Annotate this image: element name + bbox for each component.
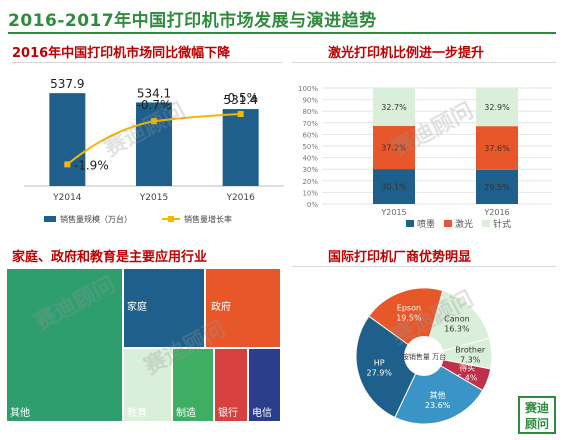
pie-name-label-3: 其他 bbox=[430, 390, 446, 400]
pie-name-label-2: 得实 bbox=[459, 362, 475, 372]
pie-center-label: 按销售量 万台 bbox=[402, 352, 446, 361]
legend-label-sales: 销售量规模（万台） bbox=[60, 214, 132, 224]
treemap-cell-home: 家庭 bbox=[123, 268, 205, 348]
pie-value-label-3: 23.6% bbox=[425, 401, 451, 410]
x-tick-label-y2016: Y2016 bbox=[225, 193, 255, 203]
legend-label-0: 喷墨 bbox=[417, 219, 435, 230]
growth-label-y2016: -0.5% bbox=[223, 91, 258, 105]
laser-panel-title: 激光打印机比例进一步提升 bbox=[328, 46, 485, 61]
bar-value-label-y2015: 534.1 bbox=[137, 86, 171, 100]
x-tick-label-y2016: Y2016 bbox=[483, 208, 509, 217]
y-tick-label-10: 100% bbox=[298, 85, 318, 93]
treemap-label-telecom: 电信 bbox=[252, 408, 272, 419]
vendors-panel-title: 国际打印机厂商优势明显 bbox=[328, 250, 472, 265]
pie-value-label-2: 5.4% bbox=[457, 373, 478, 382]
y-tick-label-1: 10% bbox=[302, 189, 318, 197]
segment-label-y2016-2: 32.9% bbox=[484, 103, 510, 112]
laser-panel-divider bbox=[292, 62, 556, 63]
y-tick-label-2: 20% bbox=[302, 178, 318, 186]
legend-swatch-2 bbox=[482, 220, 490, 227]
legend-swatch-1 bbox=[444, 220, 452, 227]
bar-value-label-y2014: 537.9 bbox=[50, 77, 84, 91]
legend-label-1: 激光 bbox=[455, 218, 473, 230]
bar-value-label-y2016: 531.4 bbox=[223, 93, 257, 107]
y-tick-label-8: 80% bbox=[302, 108, 318, 116]
treemap-label-other: 其他 bbox=[10, 408, 30, 419]
treemap-cell-education: 教育 bbox=[123, 348, 172, 422]
bar-y2015 bbox=[136, 102, 172, 186]
title-divider bbox=[8, 32, 556, 34]
y-tick-label-4: 40% bbox=[302, 155, 318, 163]
segment-label-y2015-2: 32.7% bbox=[381, 103, 407, 112]
brand-seal: 赛迪 顾问 bbox=[518, 396, 556, 434]
treemap-label-education: 教育 bbox=[127, 408, 147, 419]
segment-y2015-0 bbox=[373, 169, 415, 204]
pie-center-hole bbox=[404, 336, 444, 376]
pie-value-label-4: 27.9% bbox=[366, 368, 392, 377]
treemap-cell-government: 政府 bbox=[205, 268, 281, 348]
growth-label-y2014: -1.9% bbox=[74, 158, 109, 172]
segment-label-y2016-1: 37.6% bbox=[484, 144, 510, 153]
market-chart: 537.9 Y2014 534.1 Y2015 531.4 Y2016 -1.9% -0.7%… bbox=[24, 77, 284, 224]
legend-label-growth: 销售量增长率 bbox=[184, 214, 232, 224]
treemap-label-home: 家庭 bbox=[127, 302, 147, 313]
segment-y2016-0 bbox=[476, 169, 518, 204]
pie-value-label-1: 7.3% bbox=[460, 355, 481, 364]
segment-label-y2015-0: 30.1% bbox=[381, 183, 407, 192]
segment-y2015-2 bbox=[373, 88, 415, 126]
y-tick-label-9: 90% bbox=[302, 97, 318, 105]
y-tick-label-5: 50% bbox=[302, 143, 318, 151]
pie-slice-0 bbox=[423, 290, 491, 357]
y-tick-label-7: 70% bbox=[302, 120, 318, 128]
legend-swatch-sales bbox=[44, 216, 56, 222]
y-tick-label-0: 0% bbox=[307, 201, 318, 209]
legend-swatch-0 bbox=[406, 220, 414, 227]
page-title: 2016-2017年中国打印机市场发展与演进趋势 bbox=[8, 11, 377, 31]
treemap-label-government: 政府 bbox=[211, 302, 231, 313]
pie-slice-4 bbox=[355, 315, 425, 419]
market-panel-title: 2016年中国打印机市场同比微幅下降 bbox=[12, 46, 231, 61]
growth-label-y2015: -0.7% bbox=[137, 98, 172, 112]
seal-line-1: 赛迪 bbox=[524, 401, 549, 415]
legend-marker-growth bbox=[168, 216, 174, 222]
pie-name-label-5: Epson bbox=[397, 303, 421, 312]
treemap-label-manufacturing: 制造 bbox=[176, 408, 196, 419]
treemap-label-banking: 银行 bbox=[218, 408, 238, 419]
x-tick-label-y2015: Y2015 bbox=[139, 193, 168, 203]
segment-y2016-1 bbox=[476, 126, 518, 170]
growth-point-y2016 bbox=[237, 111, 244, 117]
legend-label-2: 针式 bbox=[493, 218, 511, 230]
industry-treemap: 其他 家庭 政府 教育 制造 银行 电信 bbox=[6, 268, 281, 422]
y-tick-label-3: 30% bbox=[302, 166, 318, 174]
treemap-cell-telecom: 电信 bbox=[248, 348, 281, 422]
treemap-cell-manufacturing: 制造 bbox=[172, 348, 214, 422]
y-tick-label-6: 60% bbox=[302, 131, 318, 139]
segment-y2015-1 bbox=[373, 125, 415, 170]
segment-label-y2015-1: 37.2% bbox=[381, 144, 407, 153]
bar-y2016 bbox=[222, 109, 259, 186]
bar-y2014 bbox=[49, 93, 86, 186]
pie-value-label-5: 19.5% bbox=[396, 313, 422, 322]
x-tick-label-y2014: Y2014 bbox=[52, 193, 82, 203]
seal-line-2: 顾问 bbox=[524, 417, 549, 431]
industry-panel-title: 家庭、政府和教育是主要应用行业 bbox=[12, 250, 208, 265]
treemap-cell-other: 其他 bbox=[6, 268, 123, 422]
vendors-panel-divider bbox=[292, 266, 556, 267]
market-panel-divider bbox=[12, 62, 282, 63]
segment-y2016-2 bbox=[476, 88, 518, 127]
growth-point-y2014 bbox=[64, 161, 71, 168]
pie-value-label-0: 16.3% bbox=[444, 325, 470, 334]
pie-name-label-0: Canon bbox=[444, 315, 470, 324]
pie-name-label-1: Brother bbox=[455, 345, 486, 354]
growth-point-y2015 bbox=[151, 118, 157, 125]
laser-chart: 0% 10% 20% 30% 40% 50% 60% 70% 80% 90% 100% 30.1% 37… bbox=[298, 85, 552, 230]
pie-name-label-4: HP bbox=[374, 358, 385, 367]
treemap-cell-banking: 银行 bbox=[214, 348, 248, 422]
segment-label-y2016-0: 29.5% bbox=[484, 183, 510, 192]
x-tick-label-y2015: Y2015 bbox=[380, 208, 406, 217]
